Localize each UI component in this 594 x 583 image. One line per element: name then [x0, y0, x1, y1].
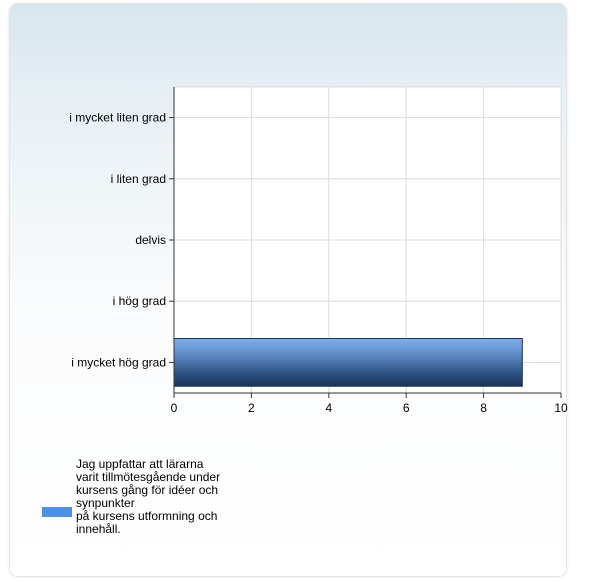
- axes: [169, 87, 562, 398]
- y-tick-label: i hög grad: [113, 294, 166, 308]
- x-tick-label: 10: [554, 401, 568, 415]
- y-tick-label: i mycket liten grad: [69, 111, 166, 125]
- x-tick-label: 8: [480, 401, 487, 415]
- bar: [173, 338, 523, 387]
- y-tick-label: delvis: [135, 233, 166, 247]
- x-tick-label: 0: [171, 401, 178, 415]
- x-tick-label: 4: [325, 401, 332, 415]
- x-tick-labels: 0 2 4 6 8 10: [171, 401, 568, 415]
- y-tick-label: i liten grad: [111, 172, 166, 186]
- legend-label: Jag uppfattar att lärarna varit tillmöte…: [76, 457, 221, 536]
- bars-group: [173, 338, 523, 387]
- y-tick-label: i mycket hög grad: [71, 355, 166, 369]
- x-tick-label: 2: [248, 401, 255, 415]
- legend-swatch: [42, 507, 72, 517]
- y-tick-labels: i mycket liten grad i liten grad delvis i h…: [69, 111, 166, 370]
- x-tick-label: 6: [403, 401, 410, 415]
